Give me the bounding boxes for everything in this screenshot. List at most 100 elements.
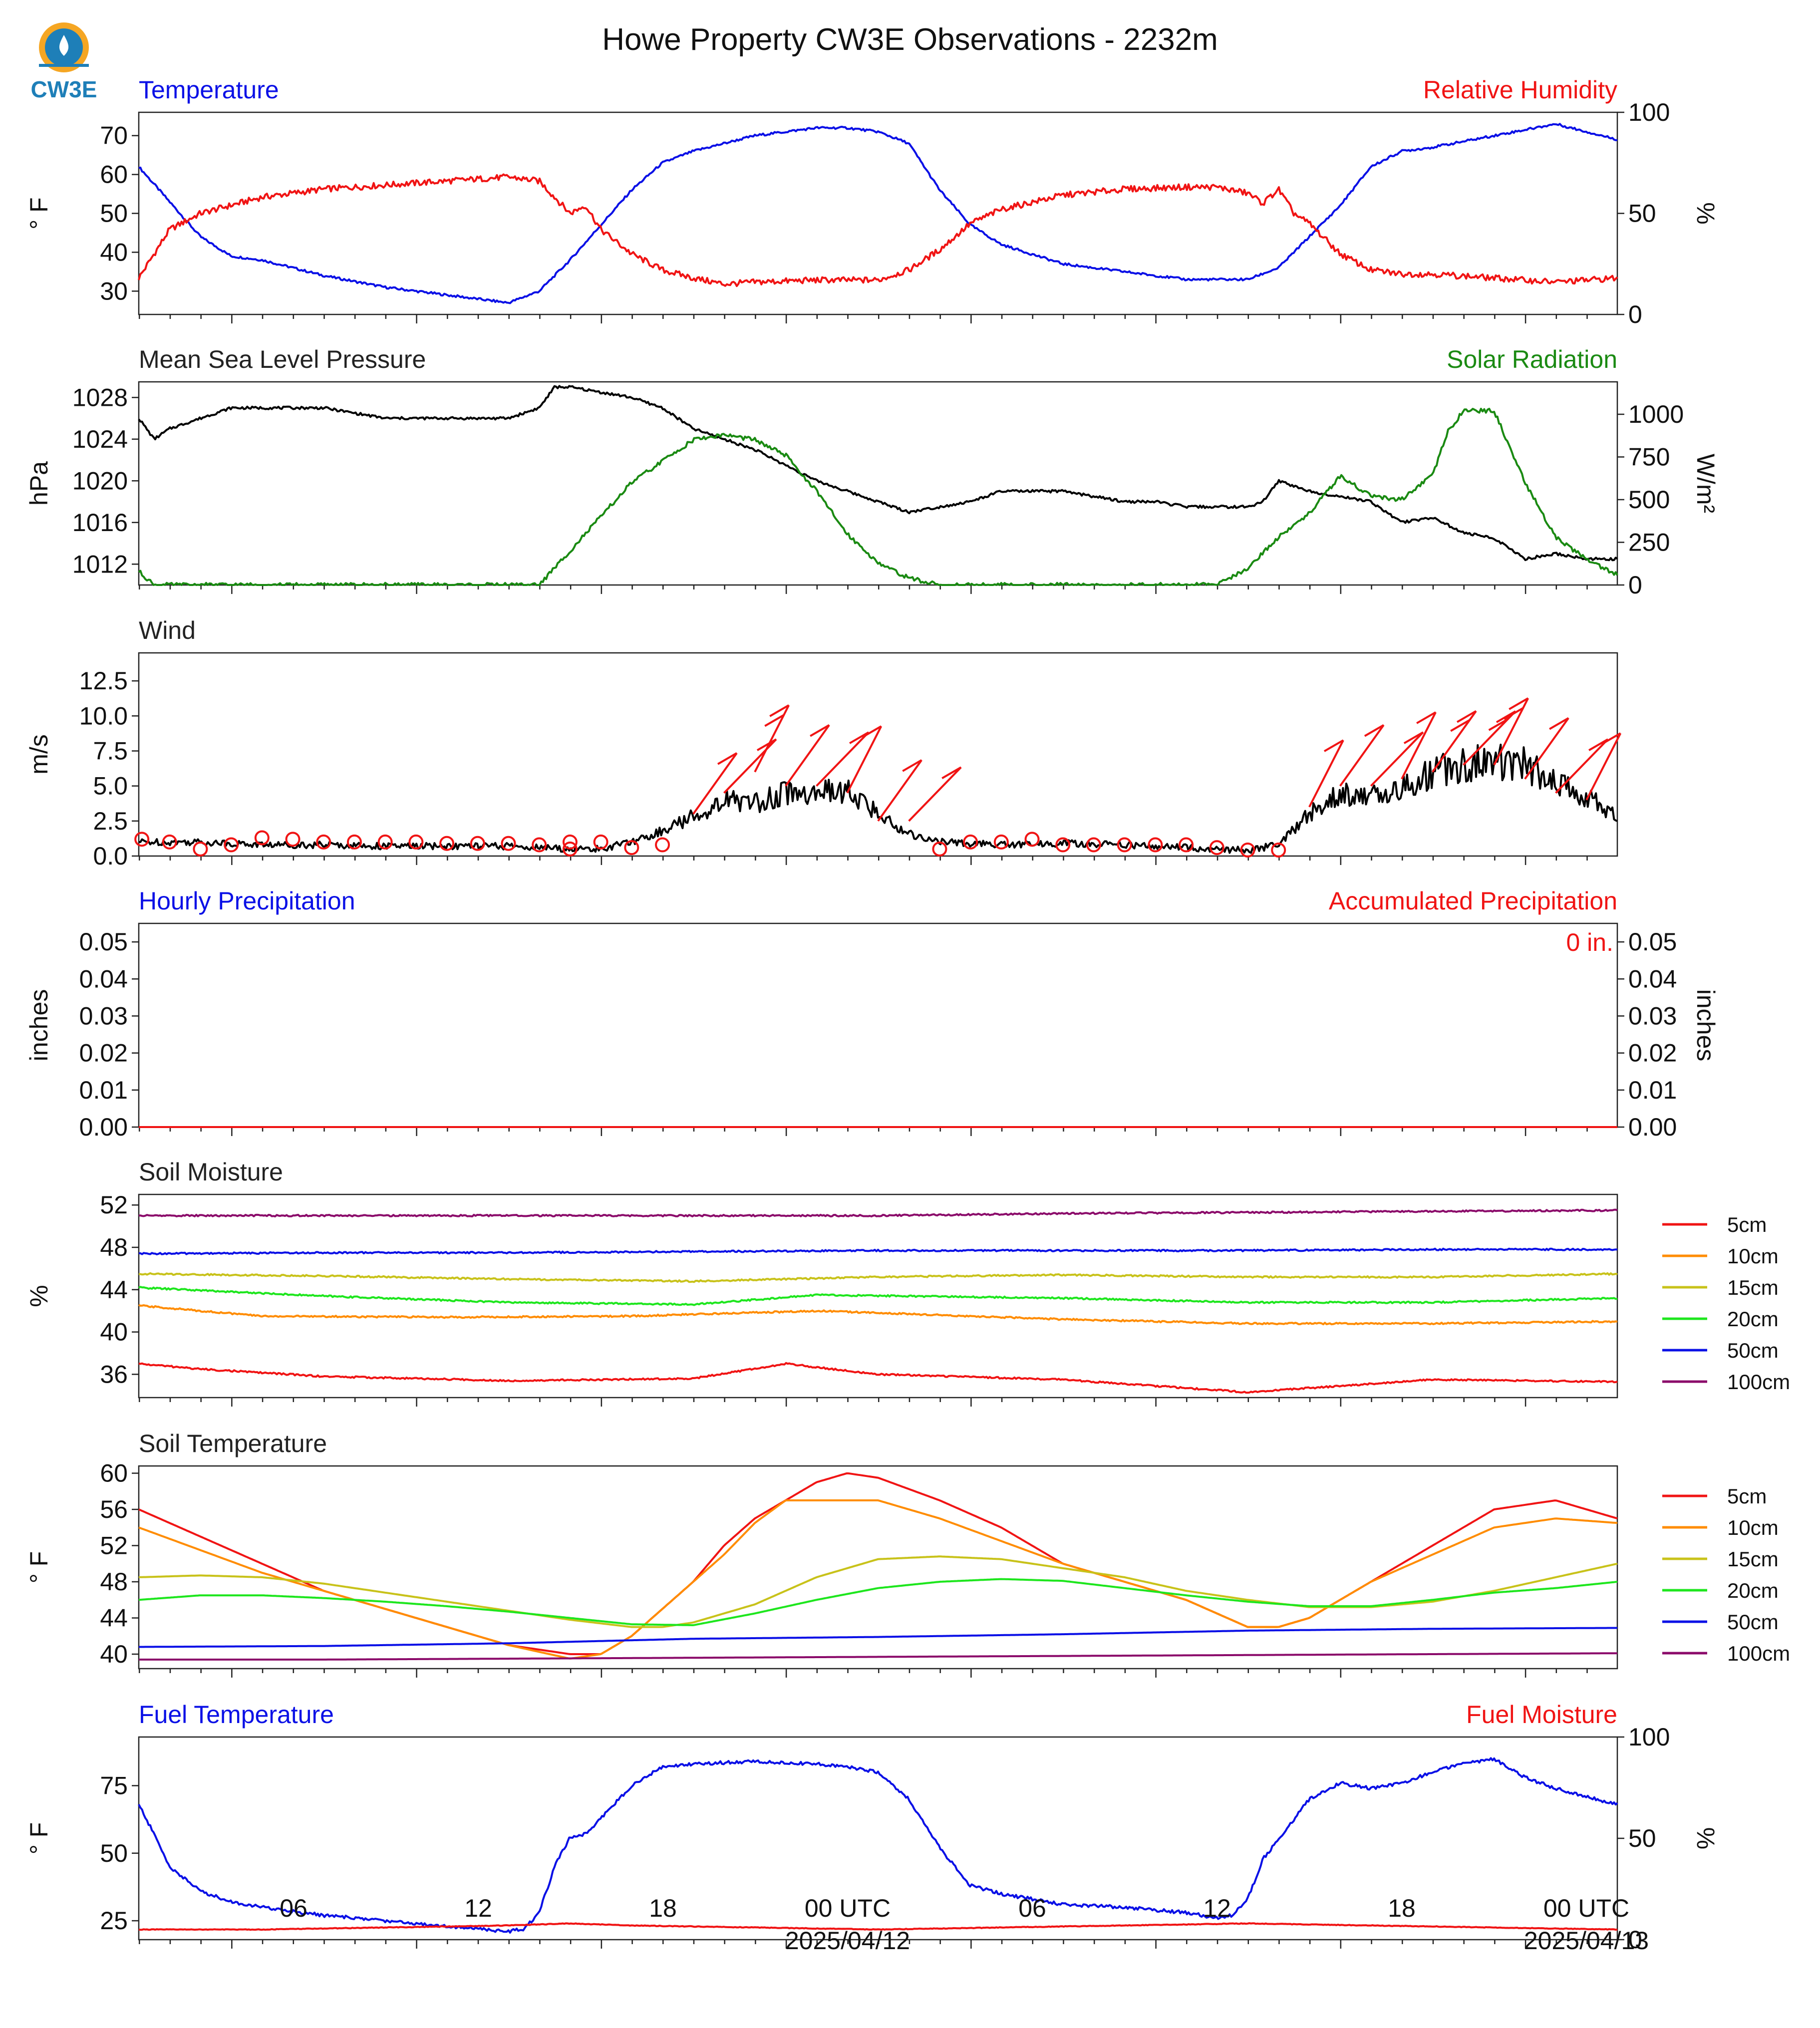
panel-temp_rh: Temperature Relative Humidity ° F % 30 40 50 60… bbox=[25, 76, 1720, 328]
wind-barb-shaft bbox=[1555, 738, 1609, 794]
logo-water-drop-icon bbox=[59, 35, 69, 56]
y2-axis-label: % bbox=[1692, 202, 1720, 224]
y-tick-label: 1016 bbox=[72, 509, 128, 537]
y-tick-label: 44 bbox=[100, 1276, 128, 1304]
wind-barb-calm bbox=[593, 834, 608, 850]
y2-tick-label: 0.02 bbox=[1628, 1039, 1677, 1067]
wind-barb-flag bbox=[1504, 707, 1524, 720]
y-tick-label: 30 bbox=[100, 277, 128, 305]
wind-barb-calm bbox=[532, 837, 547, 853]
legend-label: 20cm bbox=[1727, 1579, 1779, 1602]
y-tick-label: 60 bbox=[100, 161, 128, 189]
series-line-5cm bbox=[138, 1362, 1618, 1394]
legend-label: 5cm bbox=[1727, 1484, 1767, 1508]
y-tick-label: 50 bbox=[100, 200, 128, 228]
series-line-50cm bbox=[138, 1247, 1618, 1255]
panel-pressure_solar: Mean Sea Level Pressure Solar Radiation hP… bbox=[25, 345, 1720, 599]
x-tick-label: 00 UTC bbox=[805, 1894, 891, 1922]
wind-barb-shaft bbox=[877, 759, 922, 822]
panel-fuel: Fuel Temperature Fuel Moisture ° F % 25 50 75 0… bbox=[25, 1701, 1720, 1954]
wind-barb-flag bbox=[941, 766, 962, 779]
y-axis-label: ° F bbox=[25, 1551, 53, 1583]
series-line-red bbox=[138, 1922, 1618, 1931]
series-line-50cm bbox=[139, 1627, 1618, 1648]
wind-barb-shaft bbox=[1524, 717, 1569, 780]
y2-tick-label: 0.00 bbox=[1628, 1113, 1677, 1141]
accumulated-label: 0 in. bbox=[1566, 928, 1613, 956]
wind-barb-calm bbox=[377, 834, 393, 850]
wind-barb-calm bbox=[193, 841, 208, 857]
y-tick-label: 60 bbox=[100, 1459, 128, 1487]
panel-title-left: Soil Moisture bbox=[139, 1158, 283, 1186]
wind-barb-flag bbox=[1496, 710, 1516, 723]
legend-label: 10cm bbox=[1727, 1244, 1779, 1268]
wind-barb-calm bbox=[1271, 843, 1286, 858]
wind-barb-flag bbox=[769, 704, 790, 717]
wind-barb-calm bbox=[993, 834, 1009, 850]
wind-barb-shaft bbox=[908, 766, 962, 822]
y-tick-label: 50 bbox=[100, 1839, 128, 1867]
series-line-black bbox=[138, 743, 1618, 854]
wind-barb-calm bbox=[501, 836, 516, 851]
wind-barb-calm bbox=[1117, 837, 1132, 853]
wind-barb-calm bbox=[346, 834, 362, 850]
x-tick-label: 06 bbox=[280, 1894, 307, 1922]
y-tick-label: 1012 bbox=[72, 550, 128, 578]
y-tick-label: 40 bbox=[100, 1318, 128, 1346]
y-tick-label: 1020 bbox=[72, 467, 128, 495]
y2-tick-label: 50 bbox=[1628, 200, 1656, 228]
y-tick-label: 48 bbox=[100, 1233, 128, 1261]
x-tick-label: 18 bbox=[649, 1894, 677, 1922]
y-tick-label: 36 bbox=[100, 1360, 128, 1388]
y-tick-label: 0.00 bbox=[79, 1113, 128, 1141]
wind-barb-calm bbox=[134, 832, 150, 847]
series-line-20cm bbox=[138, 1286, 1618, 1306]
wind-barb-shaft bbox=[1401, 712, 1437, 780]
wind-barb-flag bbox=[1601, 732, 1621, 745]
legend-label: 100cm bbox=[1727, 1642, 1790, 1665]
legend-label: 5cm bbox=[1727, 1213, 1767, 1236]
panel-title-left: Soil Temperature bbox=[139, 1430, 327, 1457]
legend-label: 50cm bbox=[1727, 1610, 1779, 1634]
wind-barb-calm bbox=[316, 834, 331, 850]
y-axis-label: hPa bbox=[25, 461, 53, 506]
wind-barb-calm bbox=[624, 840, 639, 856]
wind-barb-flag bbox=[1364, 724, 1384, 737]
panel-precip: Hourly Precipitation Accumulated Precipit… bbox=[25, 887, 1720, 1141]
wind-barb-flag bbox=[862, 725, 882, 738]
y2-tick-label: 500 bbox=[1628, 486, 1670, 514]
y2-tick-label: 0.05 bbox=[1628, 928, 1677, 956]
wind-barb-flag bbox=[1416, 711, 1437, 724]
wind-barb-calm bbox=[1240, 843, 1255, 858]
wind-barb-flag bbox=[849, 731, 870, 744]
wind-barb-calm bbox=[1086, 837, 1101, 853]
y-tick-label: 5.0 bbox=[93, 772, 128, 800]
y2-tick-label: 250 bbox=[1628, 528, 1670, 556]
x-tick-label: 06 bbox=[1018, 1894, 1046, 1922]
wind-barb-calm bbox=[1148, 837, 1163, 853]
wind-barb-calm bbox=[224, 837, 239, 853]
panel-title-left: Hourly Precipitation bbox=[139, 887, 355, 915]
series-line-red bbox=[138, 173, 1618, 288]
y-axis-label: m/s bbox=[25, 734, 53, 775]
panel-title-right: Accumulated Precipitation bbox=[1329, 887, 1617, 915]
y2-tick-label: 0.04 bbox=[1628, 965, 1677, 993]
series-line-black bbox=[138, 385, 1618, 562]
y-tick-label: 40 bbox=[100, 1640, 128, 1668]
y2-tick-label: 0 bbox=[1628, 1926, 1642, 1954]
wind-barb-calm bbox=[655, 837, 670, 853]
y-axis-label: ° F bbox=[25, 1822, 53, 1854]
y-tick-label: 0.02 bbox=[79, 1039, 128, 1067]
y-tick-label: 75 bbox=[100, 1771, 128, 1799]
y-tick-label: 70 bbox=[100, 122, 128, 150]
wind-barb-flag bbox=[1457, 710, 1477, 723]
x-axis-labels: 06 12 18 00 UTC 06 12 18 00 UTC 2025/04/… bbox=[280, 1894, 1649, 1955]
legend-label: 10cm bbox=[1727, 1516, 1779, 1539]
wind-barb-calm bbox=[1209, 840, 1224, 856]
wind-barb-calm bbox=[932, 841, 947, 857]
wind-barb-flag bbox=[1323, 739, 1344, 752]
y-tick-label: 44 bbox=[100, 1604, 128, 1632]
date-label: 2025/04/13 bbox=[1524, 1927, 1649, 1955]
y-tick-label: 52 bbox=[100, 1191, 128, 1219]
